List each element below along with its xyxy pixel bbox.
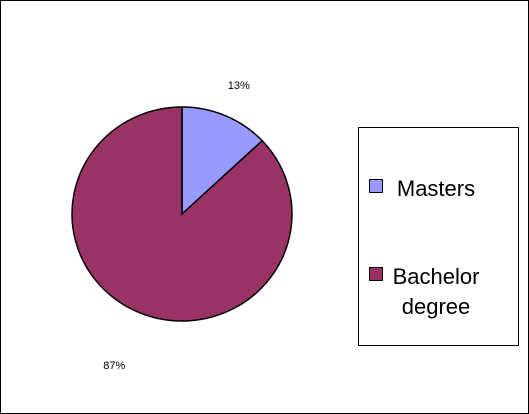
pie-slice bbox=[71, 106, 293, 322]
legend-label: Masters bbox=[396, 176, 476, 201]
value-label: 87% bbox=[103, 360, 125, 372]
pie-slice bbox=[181, 106, 264, 216]
legend-entry: Bachelor degree bbox=[369, 262, 486, 322]
legend: Masters Bachelor degree bbox=[358, 127, 519, 346]
legend-entry: Masters bbox=[369, 174, 486, 204]
legend-swatch bbox=[369, 179, 383, 193]
legend-label: Bachelor degree bbox=[392, 264, 480, 319]
legend-swatch bbox=[369, 267, 383, 281]
value-label: 13% bbox=[228, 80, 250, 92]
